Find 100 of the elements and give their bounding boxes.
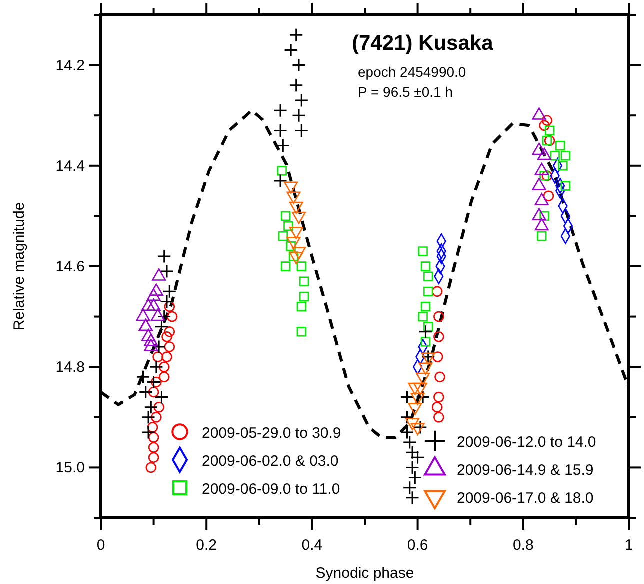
- point: [434, 372, 446, 383]
- point: [434, 311, 444, 322]
- point: [280, 262, 291, 272]
- point: [280, 211, 291, 222]
- point: [278, 231, 288, 242]
- point: [540, 171, 550, 181]
- point: [162, 332, 172, 342]
- point: [408, 470, 422, 485]
- x-tick-label: 0.2: [196, 537, 218, 554]
- point: [142, 410, 156, 424]
- x-tick-label: 0.6: [407, 537, 428, 554]
- point: [558, 161, 568, 171]
- point: [296, 262, 306, 272]
- point: [537, 231, 547, 242]
- point: [420, 337, 431, 347]
- point: [162, 352, 172, 362]
- point: [560, 151, 570, 161]
- point: [543, 190, 554, 202]
- point: [158, 372, 170, 383]
- point: [424, 272, 434, 282]
- point: [162, 284, 177, 299]
- point: [147, 422, 158, 433]
- point: [544, 135, 556, 146]
- point: [276, 138, 290, 153]
- point: [294, 124, 309, 138]
- y-tick-label: 14.8: [56, 359, 85, 376]
- point: [157, 249, 172, 264]
- point: [136, 370, 150, 384]
- point: [289, 78, 304, 92]
- point: [284, 221, 294, 232]
- point: [138, 385, 153, 400]
- point: [299, 292, 310, 302]
- point: [434, 332, 444, 342]
- x-axis-title: Synodic phase: [316, 565, 414, 582]
- point: [166, 311, 178, 322]
- text: (7421) Kusaka: [352, 32, 494, 55]
- point: [146, 375, 161, 390]
- point: [420, 302, 431, 312]
- x-tick-label: 1: [624, 537, 634, 554]
- point: [542, 115, 553, 126]
- y-tick-label: 14.4: [56, 158, 85, 175]
- point: [154, 402, 164, 413]
- point: [151, 376, 162, 388]
- point: [160, 294, 174, 309]
- y-tick-label: 14.6: [56, 258, 85, 276]
- point: [550, 151, 560, 161]
- point: [420, 262, 431, 272]
- point: [277, 166, 287, 176]
- point: [542, 136, 552, 146]
- legend-label: 2009-05-29.0 to 30.9: [202, 425, 342, 442]
- point: [164, 342, 176, 352]
- point: [418, 312, 428, 322]
- point: [406, 460, 420, 475]
- point: [154, 390, 169, 404]
- point: [148, 442, 160, 453]
- point: [146, 462, 157, 474]
- point: [560, 181, 570, 191]
- point: [284, 43, 298, 58]
- legend-label: 2009-06-12.0 to 14.0: [457, 434, 596, 451]
- point: [400, 425, 414, 440]
- x-tick-label: 0: [96, 537, 106, 554]
- point: [274, 174, 288, 188]
- point: [164, 301, 176, 312]
- point: [400, 390, 414, 404]
- point: [289, 28, 304, 42]
- point: [157, 310, 172, 324]
- point: [434, 412, 444, 423]
- point: [406, 490, 420, 505]
- point: [402, 436, 417, 450]
- y-tick-label: 15.0: [56, 460, 85, 477]
- point: [539, 120, 550, 132]
- point: [152, 352, 164, 362]
- point: [434, 392, 444, 403]
- annotation: P = 96.5 ±0.1 h: [358, 84, 453, 100]
- legend-label: 2009-06-17.0 & 18.0: [457, 490, 594, 507]
- point: [432, 402, 443, 413]
- point: [299, 276, 310, 286]
- point: [274, 124, 288, 138]
- point: [296, 327, 306, 337]
- point: [151, 412, 162, 423]
- point: [432, 352, 444, 362]
- annotation: epoch 2454990.0: [358, 64, 466, 80]
- point: [418, 246, 428, 256]
- point: [542, 170, 553, 182]
- point: [149, 360, 164, 374]
- legend-label: 2009-06-09.0 to 11.0: [202, 481, 340, 498]
- point: [292, 108, 306, 123]
- point: [148, 432, 160, 443]
- point: [160, 264, 174, 279]
- point: [142, 425, 156, 440]
- point: [294, 94, 309, 108]
- point: [152, 340, 166, 354]
- point: [418, 324, 433, 339]
- point: [274, 104, 288, 118]
- point: [154, 320, 169, 334]
- point: [402, 480, 417, 495]
- point: [424, 322, 434, 332]
- y-axis-title: Relative magnitude: [11, 202, 28, 331]
- point: [556, 140, 566, 151]
- point: [292, 58, 306, 72]
